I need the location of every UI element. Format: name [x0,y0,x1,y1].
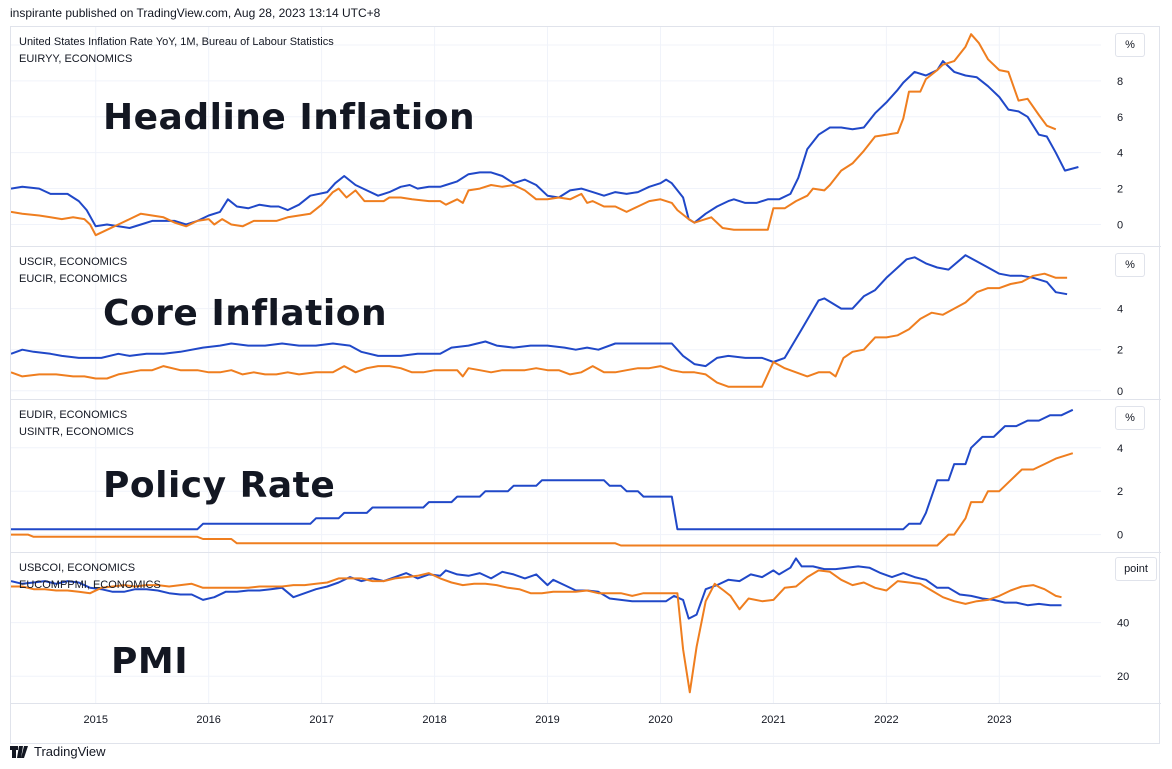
x-tick-label: 2017 [309,714,333,726]
y-tick-label: 8 [1117,76,1123,88]
pane-symbol-label: USINTR, ECONOMICS [19,426,134,438]
y-tick-label: 4 [1117,443,1123,455]
tradingview-logo-icon [10,745,28,758]
pane-symbol-label: USCIR, ECONOMICS [19,256,128,268]
series-line-eudir [11,452,1074,547]
y-tick-label: 6 [1117,112,1123,124]
pane-symbol-label: EUCIR, ECONOMICS [19,273,128,285]
series-line-eucir [11,272,1068,388]
series-line-united-states-inflation-rate-yoy [11,60,1079,229]
chart-frame[interactable]: 0246810024024204020152016201720182019202… [10,26,1161,745]
unit-toggle-button[interactable]: % [1115,253,1145,277]
y-tick-label: 4 [1117,148,1123,160]
y-tick-label: 2 [1117,345,1123,357]
y-tick-label: 4 [1117,304,1123,316]
y-tick-label: 20 [1117,671,1129,683]
pane-big-label: PMI [111,641,189,682]
series-line-euiryy [11,33,1057,237]
pane-big-label: Headline Inflation [103,97,476,138]
unit-toggle-button[interactable]: % [1115,33,1145,57]
x-tick-label: 2023 [987,714,1011,726]
pane-symbol-label: EUIRYY, ECONOMICS [19,53,133,65]
y-tick-label: 0 [1117,386,1123,398]
pane-big-label: Core Inflation [103,293,388,334]
x-tick-label: 2022 [874,714,898,726]
x-tick-label: 2021 [761,714,785,726]
tradingview-footer[interactable]: TradingView [10,744,106,759]
pane-symbol-label: United States Inflation Rate YoY, 1M, Bu… [19,36,334,48]
pane-symbol-label: EUCOMPPMI, ECONOMICS [19,579,161,591]
y-tick-label: 2 [1117,184,1123,196]
x-tick-label: 2019 [535,714,559,726]
publish-header: inspirante published on TradingView.com,… [10,6,381,20]
y-tick-label: 0 [1117,219,1123,231]
series-line-uscir [11,254,1068,368]
series-line-eucomppmi [11,569,1062,694]
pane-symbol-label: USBCOI, ECONOMICS [19,562,136,574]
pane-big-label: Policy Rate [103,465,336,506]
x-tick-label: 2016 [196,714,220,726]
unit-toggle-button[interactable]: point [1115,557,1157,581]
x-tick-label: 2018 [422,714,446,726]
series-line-usintr [11,408,1074,531]
unit-toggle-button[interactable]: % [1115,406,1145,430]
y-tick-label: 40 [1117,618,1129,630]
y-tick-label: 0 [1117,530,1123,542]
footer-brand: TradingView [34,744,106,759]
chart-canvas[interactable]: 0246810024024204020152016201720182019202… [11,27,1161,745]
pane-symbol-label: EUDIR, ECONOMICS [19,409,128,421]
x-tick-label: 2020 [648,714,672,726]
y-tick-label: 2 [1117,486,1123,498]
x-tick-label: 2015 [83,714,107,726]
series-line-usbcoi [11,557,1062,620]
